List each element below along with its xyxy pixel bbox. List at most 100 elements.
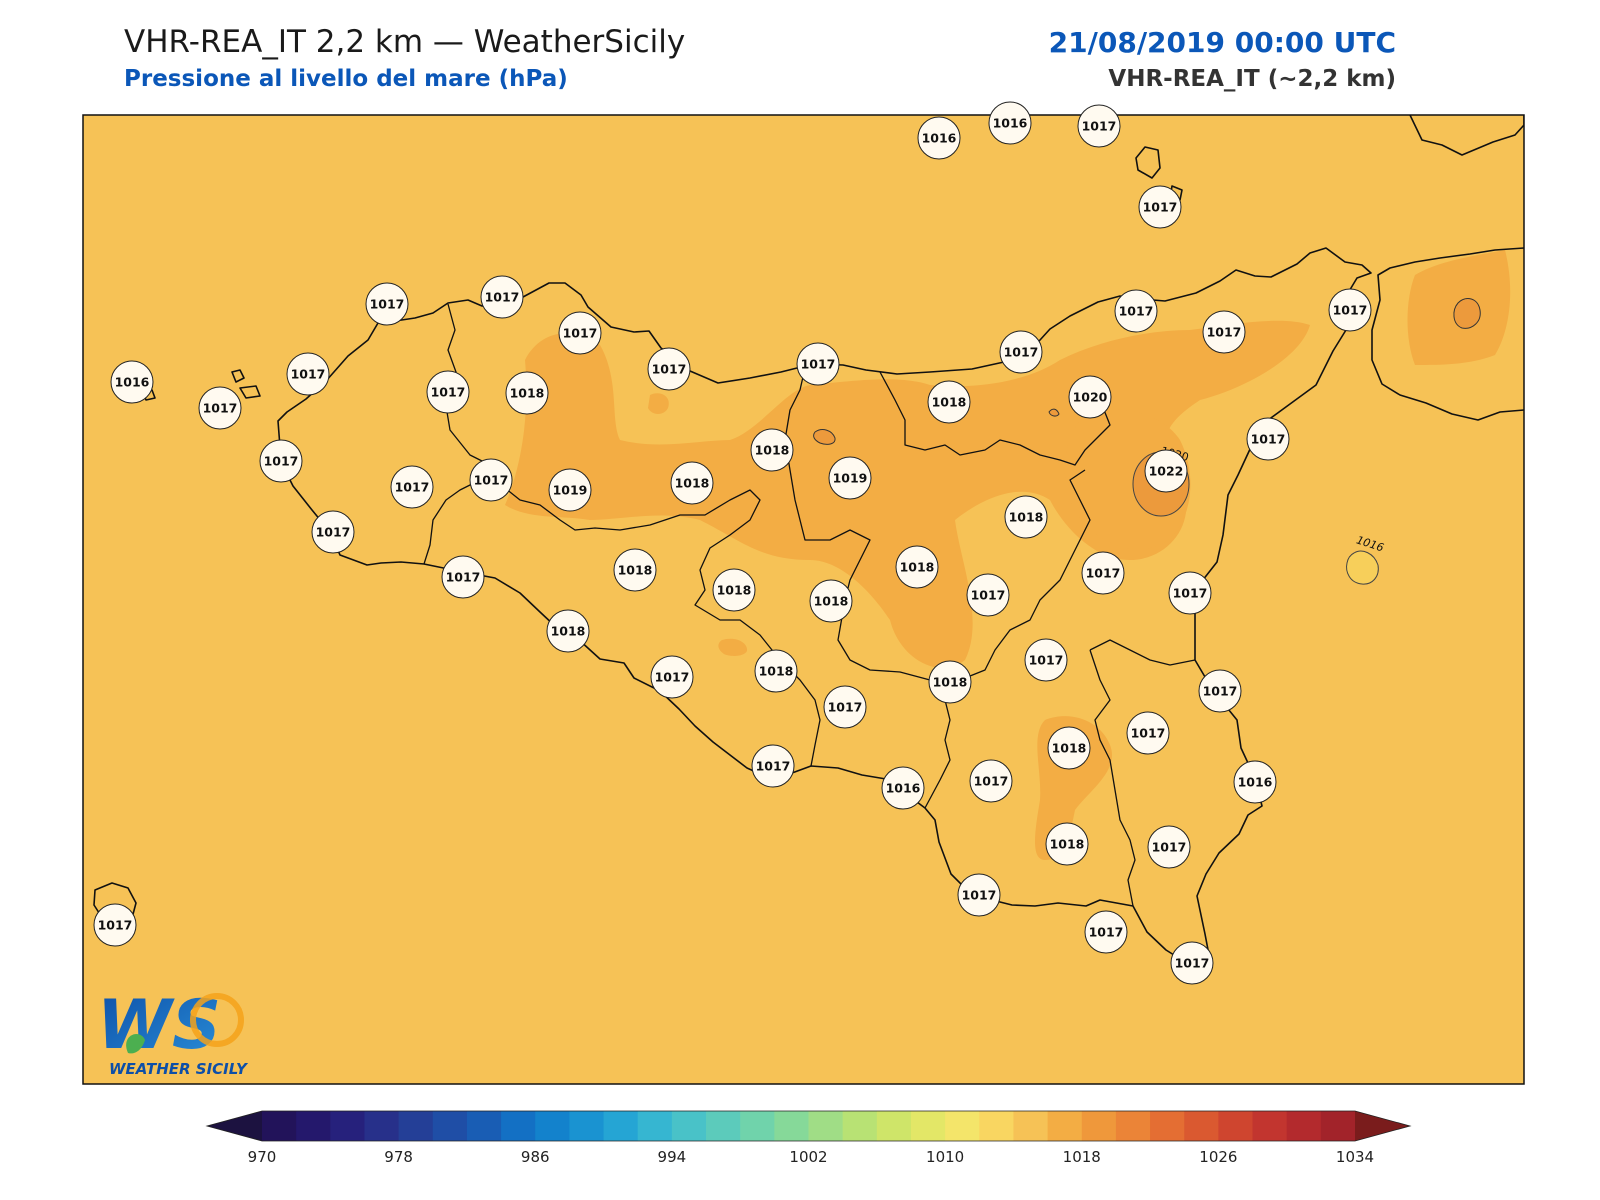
- station-pressure-value: 1017: [485, 290, 520, 305]
- colorbar-swatch: [1320, 1111, 1356, 1141]
- colorbar-swatch: [706, 1111, 741, 1141]
- station-circle: [480, 275, 524, 319]
- station-circle: [1047, 726, 1091, 770]
- station-circle: [558, 311, 602, 355]
- station-marker: 1017: [966, 573, 1010, 617]
- station-marker: 1018: [505, 371, 549, 415]
- station-pressure-value: 1017: [446, 570, 481, 585]
- station-marker: 1017: [1246, 417, 1290, 461]
- station-circle: [110, 360, 154, 404]
- station-pressure-value: 1017: [1089, 925, 1124, 940]
- colorbar-swatch: [501, 1111, 536, 1141]
- station-circle: [809, 579, 853, 623]
- colorbar-swatch: [774, 1111, 810, 1141]
- colorbar-swatch: [1115, 1111, 1151, 1141]
- station-pressure-value: 1018: [510, 386, 545, 401]
- pressure-peak-tiny: [1048, 408, 1060, 417]
- station-marker: 1017: [1170, 941, 1214, 985]
- station-pressure-value: 1019: [833, 471, 868, 486]
- station-pressure-value: 1017: [203, 401, 238, 416]
- station-pressure-value: 1018: [1052, 741, 1087, 756]
- station-circle: [198, 386, 242, 430]
- colorbar-under-arrow: [207, 1111, 262, 1141]
- station-pressure-value: 1018: [900, 560, 935, 575]
- station-marker: 1017: [558, 311, 602, 355]
- station-marker: 1019: [828, 456, 872, 500]
- station-pressure-value: 1016: [922, 131, 957, 146]
- colorbar-swatch: [364, 1111, 400, 1141]
- station-pressure-value: 1018: [717, 583, 752, 598]
- station-pressure-value: 1018: [675, 476, 710, 491]
- colorbar-swatch: [262, 1111, 297, 1141]
- border-messina-enna: [879, 371, 1111, 466]
- station-pressure-value: 1018: [932, 395, 967, 410]
- station-circle: [390, 465, 434, 509]
- station-circle: [1328, 288, 1372, 332]
- station-pressure-value: 1017: [1131, 726, 1166, 741]
- station-marker: 1017: [1202, 310, 1246, 354]
- station-marker: 1017: [1328, 288, 1372, 332]
- province-borders: [423, 303, 1196, 907]
- station-marker: 1018: [928, 660, 972, 704]
- map-subtitle: Pressione al livello del mare (hPa): [124, 66, 568, 92]
- station-circle: [751, 744, 795, 788]
- station-marker: 1017: [1084, 910, 1128, 954]
- station-pressure-value: 1018: [814, 594, 849, 609]
- station-pressure-value: 1017: [431, 385, 466, 400]
- station-marker: 1018: [809, 579, 853, 623]
- station-marker: 1017: [259, 439, 303, 483]
- colorbar-swatch: [1013, 1111, 1049, 1141]
- station-circle: [712, 568, 756, 612]
- station-circle: [999, 330, 1043, 374]
- border-enna-catania: [959, 469, 1091, 681]
- station-marker: 1020: [1068, 375, 1112, 419]
- colorbar: 970 978 986 994 1002 1010 1018 1026 1034: [205, 1110, 1412, 1166]
- station-marker: 1017: [426, 370, 470, 414]
- colorbar-swatch: [603, 1111, 639, 1141]
- station-pressure-value: 1017: [1251, 432, 1286, 447]
- station-circle: [1144, 449, 1188, 493]
- pressure-band-1018-spot-2: [648, 393, 669, 414]
- station-marker: 1017: [969, 759, 1013, 803]
- border-palermo-caltanissetta: [784, 367, 951, 809]
- station-pressure-value: 1017: [1333, 303, 1368, 318]
- colorbar-swatch: [1081, 1111, 1117, 1141]
- logo-text: WEATHER SICILY: [109, 1060, 249, 1078]
- colorbar-swatch: [842, 1111, 878, 1141]
- colorbar-tick-label: 986: [521, 1148, 550, 1166]
- station-marker: 1017: [1114, 289, 1158, 333]
- station-circle: [1077, 104, 1121, 148]
- pressure-peak-small: [813, 429, 836, 445]
- station-marker: 1017: [1147, 825, 1191, 869]
- station-marker: 1016: [917, 116, 961, 160]
- station-marker: 1017: [1168, 571, 1212, 615]
- station-pressure-value: 1016: [115, 375, 150, 390]
- egadi-island-1: [231, 369, 245, 383]
- map-frame: [82, 114, 1525, 1085]
- station-circle: [957, 873, 1001, 917]
- station-marker: 1016: [881, 766, 925, 810]
- colorbar-swatch: [979, 1111, 1015, 1141]
- egadi-island-2: [239, 385, 261, 399]
- station-marker: 1018: [613, 548, 657, 592]
- station-circle: [969, 759, 1013, 803]
- station-pressure-value: 1017: [652, 362, 687, 377]
- station-circle: [613, 548, 657, 592]
- colorbar-swatch: [876, 1111, 912, 1141]
- station-circle: [93, 903, 137, 947]
- station-pressure-value: 1019: [553, 483, 588, 498]
- station-circle: [647, 347, 691, 391]
- station-circle: [895, 545, 939, 589]
- station-pressure-value: 1018: [551, 624, 586, 639]
- station-circle: [1138, 185, 1182, 229]
- station-circle: [796, 342, 840, 386]
- station-marker: 1017: [469, 458, 513, 502]
- colorbar-swatch: [740, 1111, 775, 1141]
- station-circle: [1068, 375, 1112, 419]
- colorbar-tick-label: 970: [248, 1148, 277, 1166]
- colorbar-tick-label: 1018: [1063, 1148, 1101, 1166]
- colorbar-swatch: [671, 1111, 707, 1141]
- station-circle: [828, 456, 872, 500]
- station-marker: 1017: [751, 744, 795, 788]
- station-circle: [881, 766, 925, 810]
